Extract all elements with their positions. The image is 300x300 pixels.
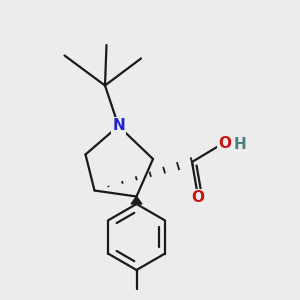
Text: O: O <box>218 136 231 152</box>
Polygon shape <box>131 196 142 204</box>
Text: O: O <box>191 190 205 206</box>
Text: N: N <box>112 118 125 134</box>
Text: H: H <box>234 137 246 152</box>
